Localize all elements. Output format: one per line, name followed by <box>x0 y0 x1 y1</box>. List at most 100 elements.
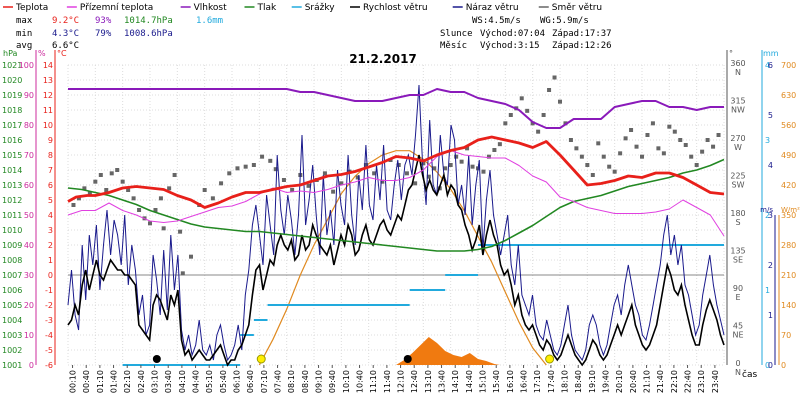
degree-axis-title: ° <box>729 49 733 58</box>
x-tick-label: 23:10 <box>697 370 706 393</box>
wind-direction-point <box>172 173 177 177</box>
pressure-line <box>67 158 725 252</box>
hpa-tick-label: 1013 <box>2 181 22 190</box>
wind-direction-point <box>251 163 256 167</box>
stat-max-label: max <box>16 16 33 26</box>
wind-direction-point <box>558 99 562 104</box>
moonrise-marker <box>152 355 161 363</box>
hpa-tick-label: 1020 <box>2 76 22 85</box>
x-tick-label: 21:10 <box>643 370 652 393</box>
x-tick-label: 01:10 <box>96 370 105 393</box>
temp-tick-label: 11 <box>43 106 53 115</box>
wind-direction-point <box>120 179 125 184</box>
percent-tick-label: 10 <box>24 331 34 340</box>
axes: hPa% °C1021102010191018101710161015101410… <box>2 49 800 393</box>
x-tick-label: 08:10 <box>287 370 296 393</box>
solar-radiation-line <box>258 150 547 366</box>
wind-direction-point <box>530 121 535 126</box>
wind-direction-point <box>131 196 136 201</box>
wm2-tick-label: 140 <box>781 301 796 310</box>
wind-direction-point <box>683 143 688 147</box>
temp-tick-label: -3 <box>45 316 53 325</box>
temp-tick-label: 14 <box>43 61 53 70</box>
x-tick-label: 18:10 <box>561 370 570 393</box>
wind-direction-point <box>596 141 601 146</box>
percent-tick-label: 20 <box>24 301 34 310</box>
humidity-line <box>68 88 724 129</box>
x-tick-label: 17:40 <box>547 370 556 393</box>
percent-tick-label: 60 <box>24 181 34 190</box>
percent-tick-label: 30 <box>24 271 34 280</box>
direction-tick-label: SE <box>733 256 743 265</box>
degree-tick-label: 360 <box>730 59 745 68</box>
stat-max-temp: 9.2°C <box>52 16 79 26</box>
stats-panel: max 9.2°C 93% 1014.7hPa 1.6mm min 4.3°C … <box>16 16 223 51</box>
legend-item-label: Teplota <box>15 3 48 13</box>
info-moonrise: Východ:3:15 <box>480 41 540 51</box>
degree-tick-label: 45 <box>733 322 743 331</box>
mm-axis-title: mm <box>763 49 779 58</box>
x-tick-label: 07:40 <box>274 370 283 393</box>
rain-intensity-area <box>396 337 500 365</box>
wind-direction-point <box>413 181 418 186</box>
temperature-line <box>67 135 725 209</box>
stat-min-label: min <box>16 29 32 39</box>
wind-direction-point <box>148 221 152 226</box>
wind-direction-point <box>634 144 639 149</box>
x-tick-label: 16:40 <box>520 370 529 393</box>
direction-tick-label: NE <box>732 331 743 340</box>
percent-tick-label: 70 <box>24 151 34 160</box>
wind-direction-point <box>98 173 103 177</box>
wind-direction-point <box>404 171 409 176</box>
x-tick-label: 10:10 <box>342 370 351 393</box>
wind-direction-point <box>497 142 502 147</box>
stat-min-temp: 4.3°C <box>52 29 79 39</box>
x-tick-label: 22:10 <box>670 370 679 393</box>
x-tick-label: 15:40 <box>492 370 501 393</box>
wind-direction-point <box>202 188 207 192</box>
temp-tick-label: 8 <box>48 151 53 160</box>
wind-direction-point <box>322 171 327 176</box>
hpa-tick-label: 1017 <box>2 121 22 130</box>
wind-direction-point <box>331 189 336 194</box>
x-tick-label: 11:10 <box>369 370 378 393</box>
hpa-tick-label: 1016 <box>2 136 22 145</box>
wind-speed-line <box>67 154 725 367</box>
temp-tick-label: -4 <box>45 331 53 340</box>
sunset-marker <box>545 354 555 364</box>
wind-direction-point <box>508 113 513 117</box>
temp-tick-label: 13 <box>43 76 53 85</box>
wind-direction-point <box>421 161 426 166</box>
degree-tick-label: 90 <box>733 284 743 293</box>
wind-direction-point <box>705 138 710 142</box>
chart-title: 21.2.2017 <box>349 52 417 66</box>
info-moonset: Západ:12:26 <box>552 41 612 51</box>
legend: Teplota Přízemní teplota Vlhkost Tlak Srážky… <box>3 3 602 13</box>
temp-tick-label: 3 <box>48 226 53 235</box>
moonset-marker <box>403 355 412 363</box>
temp-tick-label: 0 <box>48 271 53 280</box>
ms-tick-label: 3 <box>768 211 773 220</box>
data-layers <box>67 75 725 367</box>
wind-direction-point <box>618 151 623 156</box>
temp-tick-label: 5 <box>48 196 53 205</box>
info-moon-label: Měsíc <box>440 41 467 51</box>
wind-direction-point <box>568 138 573 142</box>
wind-direction-point <box>650 121 655 126</box>
wind-direction-point <box>574 146 579 151</box>
wind-direction-point <box>629 128 634 132</box>
wind-direction-point <box>536 129 541 134</box>
legend-item-label: Vlhkost <box>194 3 227 13</box>
x-tick-label: 01:40 <box>110 370 119 393</box>
wind-direction-point <box>645 133 650 137</box>
hpa-tick-label: 1008 <box>2 256 22 265</box>
hpa-tick-label: 1003 <box>2 331 22 340</box>
hpa-tick-label: 1004 <box>2 316 22 325</box>
stat-max-press: 1014.7hPa <box>124 16 173 26</box>
wind-direction-point <box>219 181 224 186</box>
wind-direction-point <box>694 163 699 167</box>
wind-direction-point <box>503 121 508 126</box>
x-tick-label: 12:10 <box>397 370 406 393</box>
hpa-tick-label: 1015 <box>2 151 22 160</box>
